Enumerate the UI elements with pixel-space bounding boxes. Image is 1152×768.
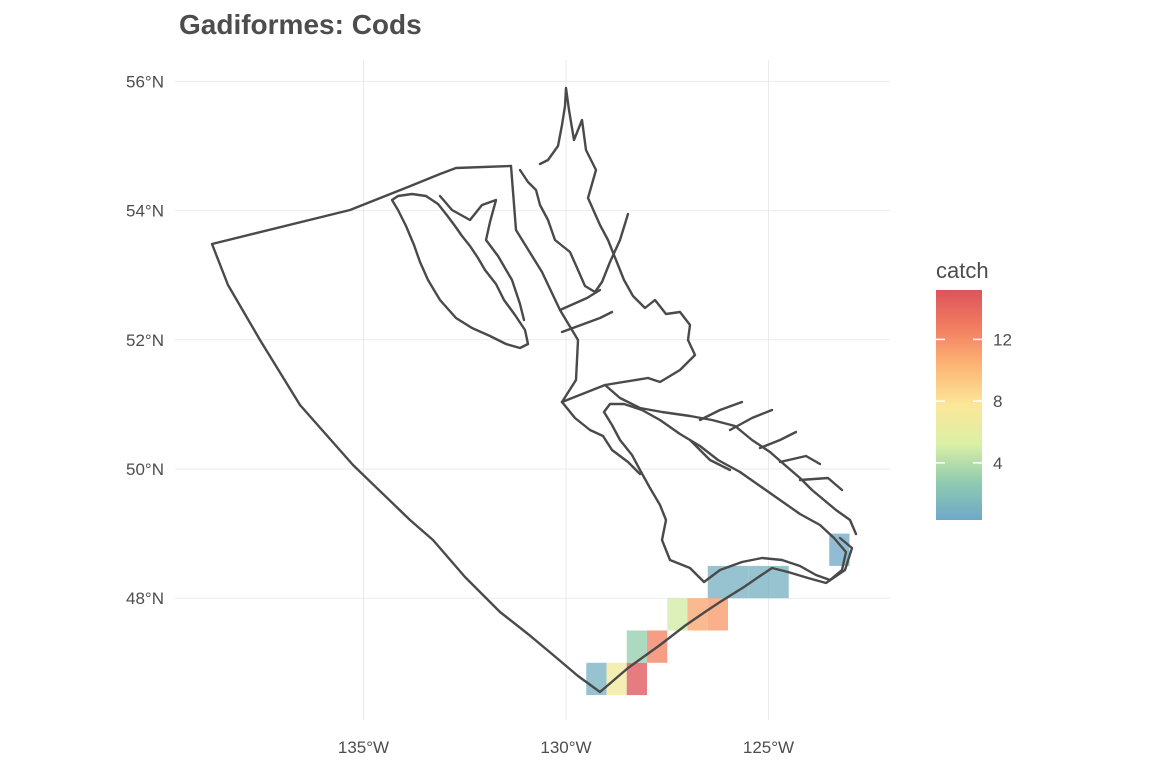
legend-tick-label: 4 [993, 454, 1002, 473]
x-tick-label: 125°W [743, 738, 794, 757]
offshore-boundary [210, 164, 854, 694]
legend-colorbar [936, 290, 982, 520]
y-tick-label: 48°N [126, 589, 164, 608]
coast-north-mainland [538, 86, 697, 384]
catch-cell [768, 565, 789, 599]
catch-cells [586, 533, 850, 696]
catch-cell [728, 565, 749, 599]
haida-gwaii [390, 192, 530, 350]
gridlines [175, 60, 890, 720]
legend-tick-label: 8 [993, 392, 1002, 411]
vancouver-island [602, 402, 848, 584]
y-tick-label: 56°N [126, 72, 164, 91]
legend-tick-label: 12 [993, 330, 1012, 349]
catch-cell [667, 598, 688, 631]
coastline-outlines [210, 86, 858, 694]
x-tick-label: 135°W [338, 738, 389, 757]
divider-mid [558, 288, 614, 334]
coast-north-islands [518, 168, 630, 294]
catch-cell [626, 662, 647, 696]
y-tick-label: 50°N [126, 460, 164, 479]
chart-title: Gadiformes: Cods [179, 9, 422, 40]
y-tick-label: 54°N [126, 202, 164, 221]
y-tick-label: 52°N [126, 331, 164, 350]
x-tick-label: 130°W [540, 738, 591, 757]
central-coast [560, 383, 858, 536]
legend-ticks: 4 8 12 [936, 330, 1012, 473]
catch-cell [687, 598, 708, 631]
legend-title: catch [936, 258, 989, 283]
divider-north [509, 164, 580, 404]
legend: catch 4 8 12 [936, 258, 1012, 520]
strait-inlets [688, 400, 844, 492]
axes: 135°W 130°W 125°W 56°N 54°N 52°N 50°N 48°N [126, 72, 794, 757]
haida-gwaii-inner [438, 194, 526, 322]
catch-cell [626, 630, 647, 663]
